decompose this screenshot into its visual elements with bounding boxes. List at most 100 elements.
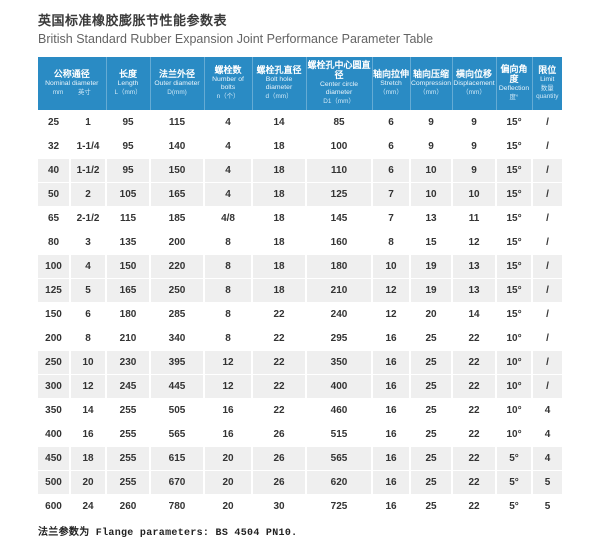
table-cell: 200 xyxy=(38,326,70,351)
table-cell: 2-1/2 xyxy=(68,206,107,231)
table-cell: 40 xyxy=(38,158,70,183)
table-cell: 150 xyxy=(149,158,205,183)
table-cell: 460 xyxy=(305,398,373,423)
table-cell: 12 xyxy=(371,302,411,327)
table-cell: 8 xyxy=(203,278,253,303)
column-header-0: 公称通径 Nominal diameter mm 英寸 xyxy=(38,57,107,111)
table-cell: 10° xyxy=(495,326,533,351)
table-cell: 240 xyxy=(305,302,373,327)
table-cell: 12 xyxy=(203,374,253,399)
table-cell: 10° xyxy=(495,374,533,399)
table-cell: 115 xyxy=(149,110,205,135)
table-cell: 7 xyxy=(371,182,411,207)
table-cell: 8 xyxy=(203,254,253,279)
table-cell: 10 xyxy=(409,158,453,183)
table-cell: 16 xyxy=(371,470,411,495)
table-cell: 9 xyxy=(409,134,453,159)
table-cell: 615 xyxy=(149,446,205,471)
table-row: 25 1 95 115 4 14 85 6 9 9 15° / xyxy=(38,110,563,135)
page-title-cn: 英国标准橡胶膨胀节性能参数表 xyxy=(38,13,228,28)
table-cell: 620 xyxy=(305,470,373,495)
table-row: 500 20 255 670 20 26 620 16 25 22 5° 5 xyxy=(38,470,563,495)
table-cell: 260 xyxy=(105,494,151,518)
table-cell: 145 xyxy=(305,206,373,231)
table-row: 600 24 260 780 20 30 725 16 25 22 5° 5 xyxy=(38,494,563,518)
table-cell: 135 xyxy=(105,230,151,255)
table-cell: 18 xyxy=(251,230,307,255)
table-cell: 95 xyxy=(105,158,151,183)
table-cell: 600 xyxy=(38,494,70,518)
table-cell: 20 xyxy=(203,446,253,471)
table-cell: 13 xyxy=(451,254,497,279)
table-cell: 255 xyxy=(105,446,151,471)
table-cell: 16 xyxy=(371,350,411,375)
table-cell: 1-1/4 xyxy=(68,134,107,159)
table-cell: 12 xyxy=(203,350,253,375)
table-cell: 22 xyxy=(251,326,307,351)
table-cell: 10° xyxy=(495,350,533,375)
table-row: 400 16 255 565 16 26 515 16 25 22 10° 4 xyxy=(38,422,563,447)
table-cell: 24 xyxy=(68,494,107,518)
table-cell: 10 xyxy=(409,182,453,207)
table-cell: 125 xyxy=(38,278,70,303)
table-cell: 125 xyxy=(305,182,373,207)
table-cell: 85 xyxy=(305,110,373,135)
table-cell: 3 xyxy=(68,230,107,255)
table-cell: 16 xyxy=(371,446,411,471)
table-cell: 500 xyxy=(38,470,70,495)
table-cell: 565 xyxy=(305,446,373,471)
column-header-8: 横向位移 Displacement （mm） xyxy=(451,57,497,111)
table-cell: 16 xyxy=(371,494,411,518)
table-cell: 22 xyxy=(451,422,497,447)
table-cell: 4 xyxy=(531,398,563,423)
table-cell: 25 xyxy=(409,398,453,423)
table-cell: 25 xyxy=(409,374,453,399)
table-body: 25 1 95 115 4 14 85 6 9 9 15°/32 1-1/4 95 140 4 18 100 6 9… xyxy=(38,110,563,518)
table-cell: 350 xyxy=(305,350,373,375)
table-cell: 22 xyxy=(451,398,497,423)
table-cell: 22 xyxy=(251,374,307,399)
table-cell: 16 xyxy=(203,422,253,447)
table-row: 450 18 255 615 20 26 565 16 25 22 5° 4 xyxy=(38,446,563,471)
table-cell: 14 xyxy=(251,110,307,135)
table-cell: 6 xyxy=(68,302,107,327)
table-cell: 12 xyxy=(68,374,107,399)
table-cell: 255 xyxy=(105,470,151,495)
table-cell: 670 xyxy=(149,470,205,495)
table-cell: 25 xyxy=(38,110,70,135)
table-cell: 2 xyxy=(68,182,107,207)
table-row: 65 2-1/2 115 185 4/8 18 145 7 13 11 15° / xyxy=(38,206,563,231)
table-cell: 16 xyxy=(371,374,411,399)
table-cell: 12 xyxy=(371,278,411,303)
table-cell: 100 xyxy=(305,134,373,159)
table-cell: 400 xyxy=(38,422,70,447)
table-cell: 165 xyxy=(105,278,151,303)
table-cell: 95 xyxy=(105,110,151,135)
table-cell: 18 xyxy=(251,278,307,303)
table-cell: / xyxy=(531,374,563,399)
table-cell: 165 xyxy=(149,182,205,207)
table-cell: 180 xyxy=(105,302,151,327)
table-cell: 20 xyxy=(409,302,453,327)
table-cell: 15° xyxy=(495,158,533,183)
table-cell: 7 xyxy=(371,206,411,231)
table-cell: 5° xyxy=(495,446,533,471)
table-row: 350 14 255 505 16 22 460 16 25 22 10° 4 xyxy=(38,398,563,423)
table-cell: 395 xyxy=(149,350,205,375)
table-cell: 450 xyxy=(38,446,70,471)
table-cell: / xyxy=(531,254,563,279)
table-cell: 6 xyxy=(371,110,411,135)
table-cell: 15° xyxy=(495,134,533,159)
table-cell: 245 xyxy=(105,374,151,399)
table-cell: 255 xyxy=(105,398,151,423)
table-cell: 16 xyxy=(371,326,411,351)
table-cell: 18 xyxy=(251,206,307,231)
table-cell: 180 xyxy=(305,254,373,279)
table-cell: 15° xyxy=(495,206,533,231)
table-cell: 22 xyxy=(451,470,497,495)
table-cell: 22 xyxy=(451,326,497,351)
table-cell: 10 xyxy=(68,350,107,375)
table-cell: 9 xyxy=(451,134,497,159)
table-cell: 210 xyxy=(105,326,151,351)
